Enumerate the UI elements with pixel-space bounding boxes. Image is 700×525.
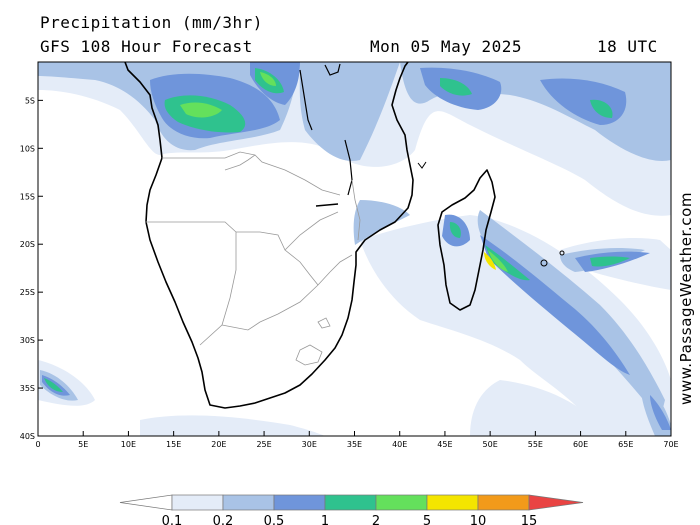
lon-tick-label: 15E [166,440,181,449]
border-lesotho [295,344,323,366]
lon-tick-label: 45E [437,440,452,449]
lat-tick-label: 30S [20,336,35,345]
africa-coastline [124,62,414,409]
lake-malawi [344,139,353,196]
forecast-date: Mon 05 May 2025 [370,37,522,56]
border-south-africa [221,271,331,331]
legend-label: 15 [521,514,538,525]
legend-label: 0.2 [213,514,234,525]
border-mozambique-malawi [351,179,361,241]
legend-label: 2 [372,514,380,525]
lon-tick-label: 20E [211,440,226,449]
lon-tick-label: 60E [573,440,588,449]
lake-victoria [324,63,341,76]
longitude-ticks: 0 5E 10E 15E 20E 25E 30E 35E 40E 45E 50E 55E 60E 65E 7… [35,431,679,449]
border-angola-zambia [224,154,341,196]
lon-tick-label: 25E [256,440,271,449]
border-eswatini [317,317,331,329]
precip-fields [38,62,671,436]
country-borders [145,151,361,366]
lat-tick-label: 20S [20,240,35,249]
lat-tick-label: 10S [20,144,35,153]
comoros-island [417,161,427,169]
lon-tick-label: 10E [121,440,136,449]
lat-tick-label: 5S [25,96,35,105]
legend-bin [273,494,326,511]
mauritius-island [540,259,548,267]
legend-label: 0.5 [264,514,285,525]
precip-green [180,72,508,272]
lon-tick-label: 0 [35,440,40,449]
legend-bin [426,494,479,511]
lon-tick-label: 30E [302,440,317,449]
border-mozambique [329,254,353,273]
border-zimbabwe [284,211,339,251]
lon-tick-label: 5E [78,440,88,449]
legend-label: 0.1 [162,514,183,525]
legend-bin [324,494,377,511]
lat-tick-label: 35S [20,384,35,393]
legend-bin [528,494,584,511]
forecast-time: 18 UTC [597,37,658,56]
lat-tick-label: 15S [20,192,35,201]
legend-left-arrow [119,494,173,511]
border-namibia [145,221,237,346]
legend-label: 5 [423,514,431,525]
lon-tick-label: 55E [528,440,543,449]
legend-bin [171,494,224,511]
lon-tick-label: 35E [347,440,362,449]
coastlines [124,62,565,409]
lon-tick-label: 40E [392,440,407,449]
lake-tanganyika [299,69,313,131]
lon-tick-label: 65E [618,440,633,449]
legend-label: 1 [321,514,329,525]
lat-tick-label: 40S [20,432,35,441]
map-title: Precipitation (mm/3hr) [40,13,263,32]
precip-legend: 0.1 0.2 0.5 1 2 5 10 15 [119,494,584,525]
lake-kariba [315,203,339,207]
lat-tick-label: 25S [20,288,35,297]
reunion-island [559,250,565,256]
legend-label: 10 [470,514,487,525]
lon-tick-label: 70E [663,440,678,449]
legend-bin [222,494,275,511]
precip-yellow [484,252,496,270]
legend-bin [477,494,530,511]
forecast-model: GFS 108 Hour Forecast [40,37,253,56]
lon-tick-label: 50E [483,440,498,449]
latitude-ticks: 5S 10S 15S 20S 25S 30S 35S 40S [20,96,43,441]
border-angola-drc [162,151,256,159]
legend-bin [375,494,428,511]
madagascar-coastline [437,169,496,311]
